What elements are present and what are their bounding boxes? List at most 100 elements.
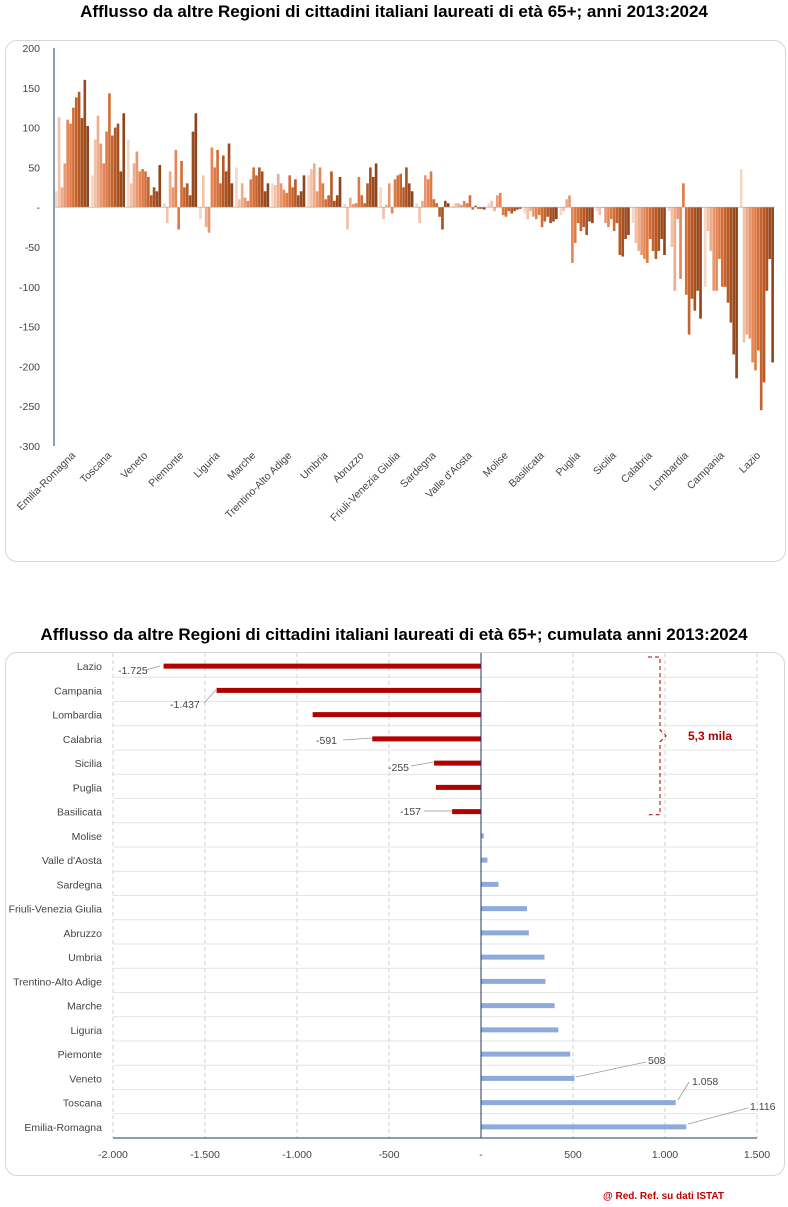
bar-trentino-alto-adige-2015 xyxy=(276,173,280,208)
bar-emilia-romagna xyxy=(481,1124,687,1130)
data-label-leader xyxy=(677,1081,690,1101)
bar-lazio-2015 xyxy=(745,207,749,335)
data-label-leader xyxy=(687,1107,749,1125)
bar-trentino-alto-adige xyxy=(481,978,546,984)
bar-friuli-venezia-giulia-2016 xyxy=(387,183,391,208)
data-label: 1.058 xyxy=(692,1076,718,1088)
bar-calabria-2014 xyxy=(634,207,638,244)
bar-umbria-2019 xyxy=(324,199,328,208)
bar-sardegna-2018 xyxy=(429,171,433,208)
category-label: Trentino-Alto Adige xyxy=(13,976,102,988)
bar-molise-2020 xyxy=(507,207,511,212)
bar-toscana xyxy=(481,1100,676,1106)
bar-marche-2024 xyxy=(266,183,270,208)
x-tick-label: -2.000 xyxy=(98,1149,128,1161)
bar-sardegna-2014 xyxy=(418,207,421,224)
x-tick-label: -1.000 xyxy=(282,1149,312,1161)
bar-sicilia-2016 xyxy=(604,207,607,224)
bar-liguria-2020 xyxy=(219,183,222,208)
bar-emilia-romagna-2017 xyxy=(66,119,69,208)
y-tick-label: 150 xyxy=(22,83,40,95)
bar-piemonte xyxy=(481,1051,571,1057)
bar-marche-2017 xyxy=(246,200,250,208)
bar-veneto-2014 xyxy=(129,183,133,208)
bar-piemonte-2018 xyxy=(177,207,180,230)
bar-calabria-2015 xyxy=(637,207,641,251)
bar-puglia-2014 xyxy=(562,207,566,212)
bar-trentino-alto-adige-2016 xyxy=(279,183,283,208)
data-label-leader xyxy=(410,761,435,767)
bar-abruzzo-2013 xyxy=(343,204,346,208)
bar-sardegna-2017 xyxy=(426,179,430,208)
bar-toscana-2014 xyxy=(93,139,97,208)
bar-piemonte-2021 xyxy=(185,183,189,208)
bar-friuli-venezia-giulia-2021 xyxy=(402,187,405,208)
bar-puglia-2023 xyxy=(588,207,591,222)
source-credit: @ Red. Ref. su dati ISTAT xyxy=(602,1191,724,1202)
bar-toscana-2017 xyxy=(102,163,106,208)
bar-sardegna-2022 xyxy=(441,207,444,230)
bar-molise-2017 xyxy=(498,192,502,208)
bar-calabria-2022 xyxy=(657,207,661,251)
bar-friuli-venezia-giulia-2015 xyxy=(385,204,388,208)
bar-puglia-2017 xyxy=(571,207,574,263)
data-label-leader xyxy=(203,689,217,704)
bar-veneto-2024 xyxy=(158,165,162,208)
bar-sicilia-2014 xyxy=(598,207,602,216)
bracket-annotation xyxy=(648,656,667,816)
bar-puglia-2020 xyxy=(579,207,583,232)
bar-friuli-venezia-giulia-2018 xyxy=(393,179,397,208)
bar-calabria-2017 xyxy=(643,207,646,259)
bar-friuli-venezia-giulia-2020 xyxy=(399,173,403,208)
bar-abruzzo-2016 xyxy=(351,204,355,208)
data-label-leader xyxy=(145,665,161,671)
bar-abruzzo xyxy=(481,930,529,936)
bar-puglia xyxy=(435,784,481,790)
bar-abruzzo-2022 xyxy=(369,167,372,208)
y-tick-label: 50 xyxy=(28,162,40,174)
bar-liguria-2024 xyxy=(230,183,234,208)
bar-sicilia-2017 xyxy=(607,207,610,228)
bar-toscana-2013 xyxy=(90,175,94,208)
bar-emilia-romagna-2021 xyxy=(77,91,81,208)
bar-emilia-romagna-2013 xyxy=(54,191,58,208)
bar-abruzzo-2018 xyxy=(357,176,361,208)
bar-campania-2015 xyxy=(709,207,713,251)
bar-basilicata-2022 xyxy=(549,207,552,224)
bar-liguria-2017 xyxy=(210,147,214,208)
bar-veneto-2017 xyxy=(138,171,142,208)
bar-piemonte-2017 xyxy=(174,149,178,208)
bar-valle-d-aosta-2017 xyxy=(462,200,466,208)
bar-toscana-2019 xyxy=(108,93,111,208)
bar-emilia-romagna-2022 xyxy=(80,118,84,208)
bar-abruzzo-2024 xyxy=(374,163,378,208)
bar-abruzzo-2023 xyxy=(371,176,375,208)
bar-lombardia-2021 xyxy=(690,207,694,299)
bar-basilicata-2019 xyxy=(540,207,544,228)
bar-valle-d-aosta xyxy=(481,857,488,863)
bar-campania-2016 xyxy=(712,207,716,291)
bar-toscana-2016 xyxy=(99,143,103,208)
bar-friuli-venezia-giulia-2014 xyxy=(382,207,385,220)
annotation-label: 5,3 mila xyxy=(688,729,732,743)
bar-basilicata xyxy=(452,809,481,815)
bar-lombardia-2014 xyxy=(670,207,674,247)
bar-marche-2014 xyxy=(238,199,241,208)
category-label: Calabria xyxy=(63,734,102,746)
bar-sicilia-2020 xyxy=(615,207,619,224)
bar-sicilia-2018 xyxy=(609,207,613,220)
x-tick-label: - xyxy=(479,1149,483,1161)
bar-marche-2023 xyxy=(263,191,267,208)
bar-lazio-2022 xyxy=(765,207,769,291)
bar-molise-2022 xyxy=(513,207,516,212)
y-tick-label: -300 xyxy=(19,441,40,453)
bar-umbria-2018 xyxy=(321,183,325,208)
category-label: Friuli-Venezia Giulia xyxy=(9,904,103,916)
bar-campania-2019 xyxy=(720,207,724,287)
data-label: -591 xyxy=(316,735,337,747)
bar-lazio-2024 xyxy=(771,207,774,363)
category-label: Toscana xyxy=(63,1098,102,1110)
bar-umbria-2013 xyxy=(307,175,310,208)
chart1-panel xyxy=(5,40,786,562)
